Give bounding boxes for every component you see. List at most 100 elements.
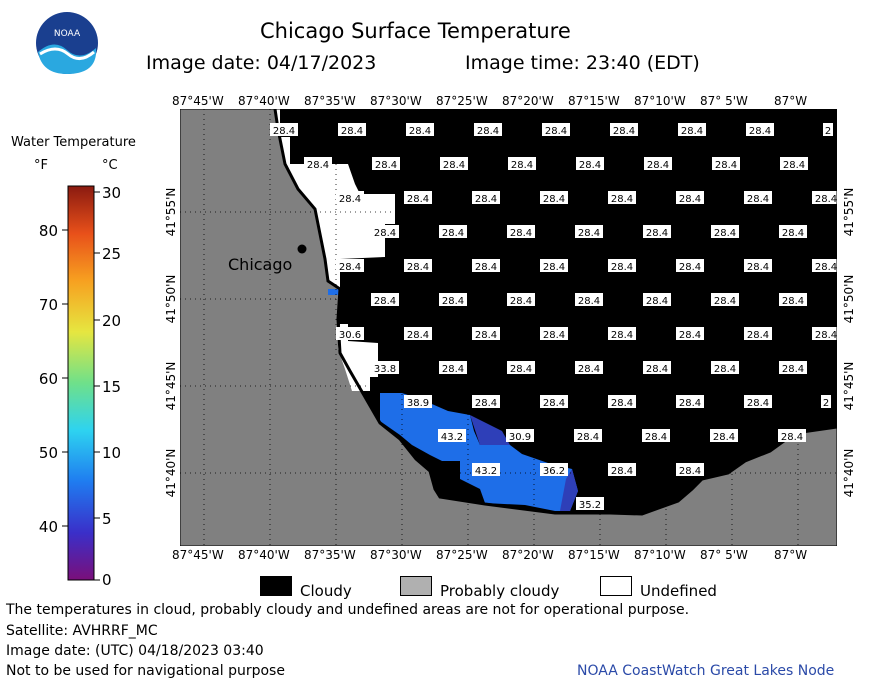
temperature-label-box [575, 225, 603, 238]
temperature-label-box [744, 327, 772, 340]
temperature-label: 28.4 [273, 126, 295, 137]
temperature-label-box [540, 395, 568, 408]
temperature-label-box [372, 157, 400, 170]
temperature-label-box [676, 327, 704, 340]
temperature-label-box [643, 293, 671, 306]
satellite: Satellite: AVHRRF_MC [6, 623, 158, 639]
temperature-label-box [540, 259, 568, 272]
city-label: Chicago [228, 255, 292, 274]
temperature-label-box [779, 361, 807, 374]
temperature-label: 28.4 [475, 262, 497, 273]
temperature-label-box [608, 259, 636, 272]
temperature-label: 28.4 [747, 194, 769, 205]
utc-date: Image date: (UTC) 04/18/2023 03:40 [6, 643, 264, 659]
c-tick: 10 [102, 444, 121, 462]
f-tick: 50 [39, 444, 58, 462]
temperature-label-box [472, 327, 500, 340]
temperature-label: 28.4 [782, 364, 804, 375]
temperature-label-box [507, 361, 535, 374]
temperature-label-box [676, 463, 704, 476]
temperature-label-box [744, 259, 772, 272]
temperature-label-box [336, 259, 364, 272]
image-time: Image time: 23:40 (EDT) [465, 52, 700, 74]
temperature-label: 28.4 [543, 194, 565, 205]
temperature-label: 28.4 [510, 364, 532, 375]
undefined-area [338, 324, 378, 391]
temperature-label: 28.4 [578, 228, 600, 239]
temperature-label: 28.4 [543, 398, 565, 409]
disclaimer: The temperatures in cloud, probably clou… [6, 602, 690, 618]
temperature-label: 28.4 [714, 296, 736, 307]
temperature-label: 28.4 [645, 432, 667, 443]
temperature-label-box [746, 123, 774, 136]
temperature-label: 28.4 [510, 228, 532, 239]
lon-label: 87°30'W [370, 548, 422, 562]
lon-label: 87°10'W [634, 94, 686, 108]
temperature-label: 28.4 [577, 432, 599, 443]
temperature-label-box [540, 327, 568, 340]
lat-label: 41°55'N [164, 188, 178, 237]
temperature-label-box [575, 361, 603, 374]
legend-probably-cloudy: Probably cloudy [440, 582, 560, 600]
lon-label: 87°35'W [304, 548, 356, 562]
temperature-label-box [472, 395, 500, 408]
temperature-label: 28.4 [679, 466, 701, 477]
temperature-label-box [338, 123, 366, 136]
lat-label: 41°45'N [842, 362, 856, 411]
temperature-label-box [821, 395, 831, 408]
map-area: Chicago 28.4 28.4 28.4 28.4 28.4 28.4 28.4 28.4… [180, 109, 837, 546]
temperature-label: 28.4 [646, 228, 668, 239]
temperature-label-box [507, 293, 535, 306]
temperature-label: 28.4 [782, 296, 804, 307]
temperature-label: 28.4 [407, 330, 429, 341]
f-tick: 60 [39, 370, 58, 388]
temperature-label-box [472, 259, 500, 272]
temperature-label-box [472, 463, 500, 476]
temperature-label-box [472, 191, 500, 204]
temperature-label-box [540, 191, 568, 204]
temperature-label-box [508, 157, 536, 170]
temperature-label-box [676, 395, 704, 408]
unit-celsius: °C [102, 158, 118, 173]
cold-water-area [470, 415, 578, 511]
temperature-label-box [711, 225, 739, 238]
temperature-label: 28.4 [747, 330, 769, 341]
temperature-label: 2 [825, 126, 831, 137]
temperature-label: 28.4 [475, 194, 497, 205]
temperature-label: 28.4 [613, 126, 635, 137]
shoreline [273, 109, 837, 516]
lon-label: 87°45'W [172, 94, 224, 108]
temperature-label-box [711, 361, 739, 374]
temperature-label-box [336, 327, 364, 340]
temperature-label: 28.4 [646, 296, 668, 307]
temperature-label: 28.4 [611, 262, 633, 273]
temperature-labels: 28.4 28.4 28.4 28.4 28.4 28.4 28.4 28.4 2 28.4 28.… [270, 123, 837, 511]
temperature-label-box [440, 157, 468, 170]
temperature-label: 28.4 [543, 262, 565, 273]
temperature-label-box [610, 123, 638, 136]
image-date: Image date: 04/17/2023 [146, 52, 377, 74]
temperature-label: 28.4 [339, 194, 361, 205]
lon-label: 87°W [774, 94, 808, 108]
temperature-label-box [574, 429, 602, 442]
temperature-label-box [336, 191, 364, 204]
temperature-label: 28.4 [407, 262, 429, 273]
temperature-label-box [439, 293, 467, 306]
temperature-label-box [404, 259, 432, 272]
temperature-label-box [678, 123, 706, 136]
temperature-label: 28.4 [815, 194, 837, 205]
lon-label: 87°45'W [172, 548, 224, 562]
temperature-label: 28.4 [781, 432, 803, 443]
temperature-label-box [575, 293, 603, 306]
temperature-label-box [812, 327, 837, 340]
lat-label: 41°55'N [842, 188, 856, 237]
map-title: Chicago Surface Temperature [260, 19, 571, 43]
temperature-label-box [744, 395, 772, 408]
temperature-label: 36.2 [543, 466, 565, 477]
lat-labels-right: 41°55'N 41°50'N 41°45'N 41°40'N [842, 188, 856, 498]
temperature-label-box [404, 191, 432, 204]
temperature-label: 35.2 [579, 500, 601, 511]
temperature-label: 28.4 [442, 364, 464, 375]
temperature-label-box [779, 293, 807, 306]
c-tick: 25 [102, 245, 121, 263]
